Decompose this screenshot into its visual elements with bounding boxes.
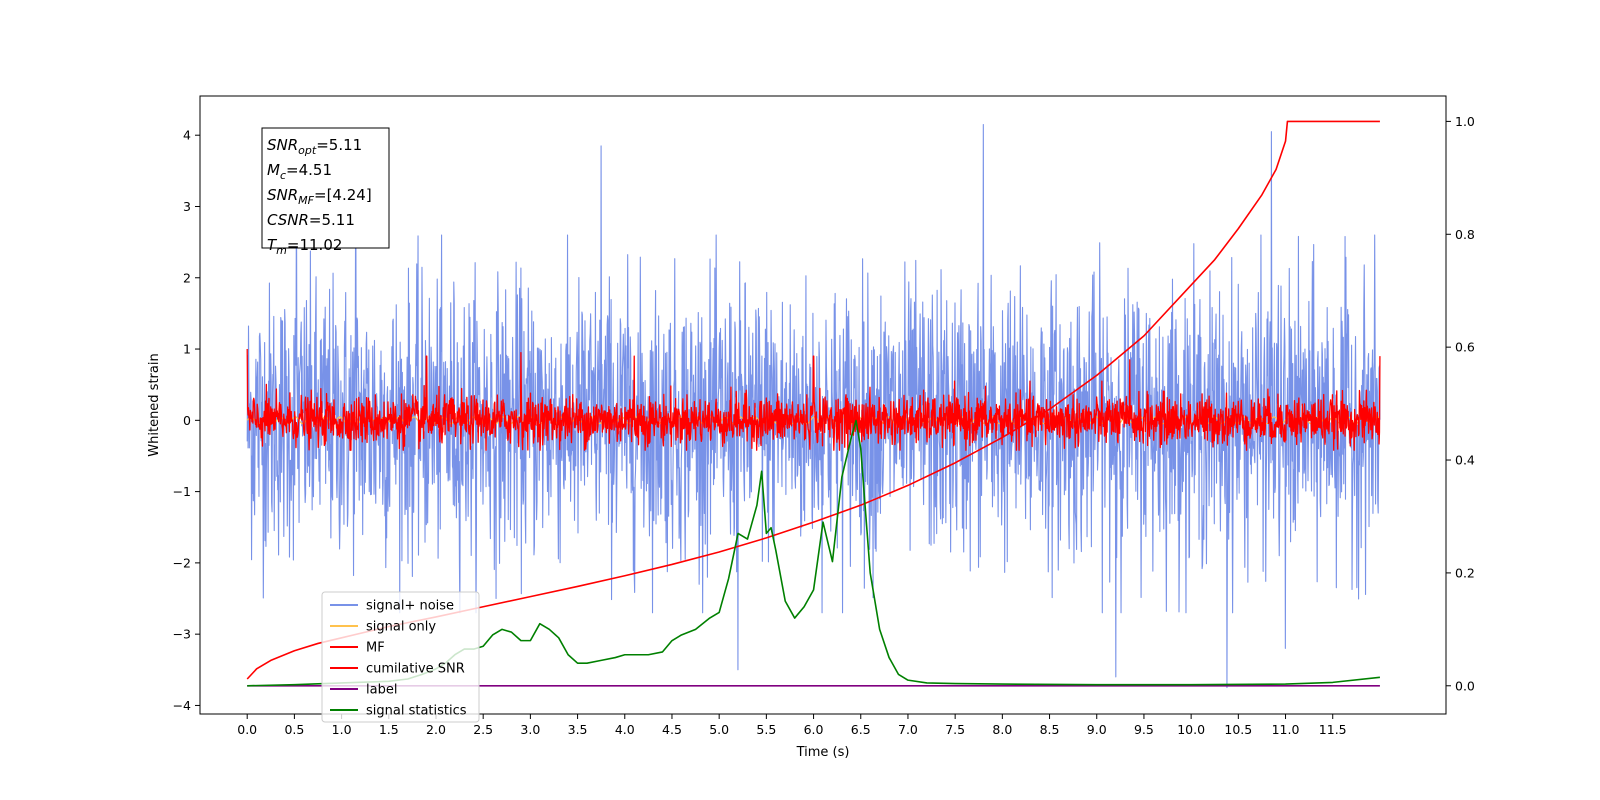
legend-label: MF xyxy=(366,641,385,656)
x-tick-label: 3.5 xyxy=(568,722,588,737)
legend-label: signal statistics xyxy=(366,704,467,719)
x-tick-label: 10.5 xyxy=(1224,722,1252,737)
annotation-symbol: SNR xyxy=(267,186,298,204)
x-tick-label: 9.5 xyxy=(1134,722,1154,737)
x-tick-label: 0.5 xyxy=(284,722,304,737)
x-tick-label: 7.5 xyxy=(945,722,965,737)
y-tick-label: 0 xyxy=(183,413,191,428)
annotation-value: =11.02 xyxy=(287,236,343,254)
y2-tick-label: 0.2 xyxy=(1455,565,1475,580)
x-axis: 0.0 0.5 1.0 1.5 2.0 2.5 3.0 3.5 4.0 4.5 5.0 5.5 6.0 6… xyxy=(237,714,1347,737)
annotation-frame xyxy=(261,127,390,249)
plot-frame xyxy=(199,95,1447,715)
annotation-subscript: c xyxy=(280,169,286,182)
x-tick-label: 2.0 xyxy=(426,722,446,737)
series-signal-statistics xyxy=(247,419,1381,687)
annotation-line: CSNR=5.11 xyxy=(267,211,355,229)
series-mf xyxy=(246,349,1381,451)
y-tick-label: −2 xyxy=(173,555,191,570)
x-tick-label: 2.5 xyxy=(473,722,493,737)
annotation-value: =[4.24] xyxy=(314,186,372,204)
x-tick-label: 5.0 xyxy=(709,722,729,737)
x-axis-label: Time (s) xyxy=(796,745,850,760)
legend-label: signal only xyxy=(366,620,436,635)
x-tick-label: 11.0 xyxy=(1272,722,1300,737)
x-tick-label: 10.0 xyxy=(1177,722,1205,737)
legend: signal+ noise signal only MF cumilative SNR… xyxy=(321,591,480,723)
x-tick-label: 6.5 xyxy=(851,722,871,737)
y2-tick-label: 0.4 xyxy=(1455,453,1475,468)
x-tick-label: 4.5 xyxy=(662,722,682,737)
annotation-symbol: SNR xyxy=(267,136,298,154)
x-tick-label: 3.0 xyxy=(520,722,540,737)
annotation-value: =4.51 xyxy=(286,161,332,179)
annotation-symbol: CSNR xyxy=(267,211,309,229)
annotation-line: Tm=11.02 xyxy=(267,236,342,257)
annotation-value: =5.11 xyxy=(316,136,362,154)
annotation-line: SNRMF=[4.24] xyxy=(267,186,372,207)
annotation-symbol: M xyxy=(267,161,280,179)
y-tick-label: −3 xyxy=(173,627,191,642)
y2-tick-label: 0.0 xyxy=(1455,678,1475,693)
y-tick-label: 1 xyxy=(183,342,191,357)
y2-tick-label: 0.8 xyxy=(1455,227,1475,242)
x-tick-label: 1.0 xyxy=(332,722,352,737)
annotation-subscript: m xyxy=(276,244,287,257)
x-tick-label: 7.0 xyxy=(898,722,918,737)
y-axis-left: −4 −3 −2 −1 0 1 2 3 4 xyxy=(173,128,200,713)
legend-frame xyxy=(321,591,480,723)
x-tick-label: 4.0 xyxy=(615,722,635,737)
legend-label: signal+ noise xyxy=(366,599,454,614)
annotation-box: SNRopt=5.11Mc=4.51SNRMF=[4.24]CSNR=5.11T… xyxy=(261,127,390,257)
y-tick-label: 4 xyxy=(183,128,191,143)
annotation-line: Mc=4.51 xyxy=(267,161,332,182)
y-tick-label: −1 xyxy=(173,484,191,499)
y-tick-label: 3 xyxy=(183,199,191,214)
annotation-symbol: T xyxy=(267,236,278,254)
annotation-value: =5.11 xyxy=(309,211,355,229)
x-tick-label: 5.5 xyxy=(756,722,776,737)
x-tick-label: 8.5 xyxy=(1040,722,1060,737)
x-tick-label: 0.0 xyxy=(237,722,257,737)
y-tick-label: −4 xyxy=(173,698,191,713)
annotation-subscript: opt xyxy=(298,144,317,157)
x-tick-label: 9.0 xyxy=(1087,722,1107,737)
x-tick-label: 6.0 xyxy=(804,722,824,737)
legend-label: label xyxy=(366,683,397,698)
y2-tick-label: 1.0 xyxy=(1455,114,1475,129)
legend-label: cumilative SNR xyxy=(366,662,465,677)
x-tick-label: 11.5 xyxy=(1319,722,1347,737)
y2-tick-label: 0.6 xyxy=(1455,340,1475,355)
annotation-line: SNRopt=5.11 xyxy=(267,136,362,157)
x-tick-label: 8.0 xyxy=(992,722,1012,737)
y-axis-label: Whitened strain xyxy=(147,353,162,456)
x-tick-label: 1.5 xyxy=(379,722,399,737)
y-tick-label: 2 xyxy=(183,270,191,285)
annotation-subscript: MF xyxy=(298,194,314,207)
y-axis-right: 0.0 0.2 0.4 0.6 0.8 1.0 xyxy=(1446,114,1475,693)
